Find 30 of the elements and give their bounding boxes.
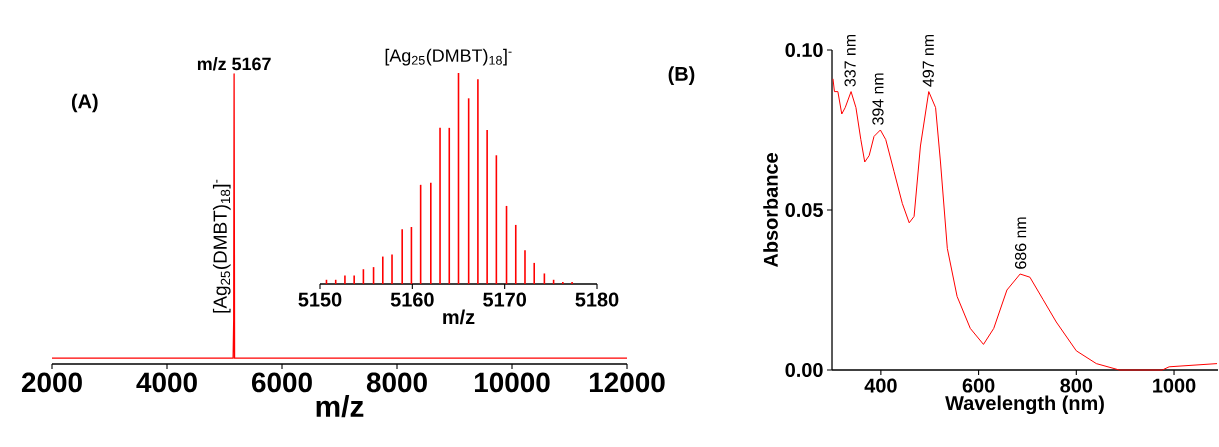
x-tick-label: 5180 <box>575 292 619 307</box>
x-tick-label: 800 <box>1060 378 1093 393</box>
x-tick-label: 400 <box>864 378 897 393</box>
x-tick-label: 5160 <box>390 292 434 307</box>
x-tick-label: 1000 <box>1153 378 1196 393</box>
x-tick-label: 12000 <box>589 372 665 393</box>
x-tick-label: 5170 <box>483 292 527 307</box>
x-tick-label: 5150 <box>298 292 342 307</box>
annotation: 337 nm <box>844 34 856 87</box>
annotation: [Ag$_{25}$(DMBT)$_{18}$]$^{-}$ <box>212 179 231 313</box>
text: (B) <box>668 66 695 85</box>
annotation: 686 nm <box>1014 217 1027 269</box>
annotation: m/z 5167 <box>197 57 271 71</box>
x-tick-label: 600 <box>962 378 995 393</box>
x-tick-label: 10000 <box>474 372 550 393</box>
x-tick-label: 6000 <box>251 372 312 393</box>
x-tick-label: 2000 <box>21 372 82 393</box>
y-tick-label: 0.05 <box>785 202 823 218</box>
y-axis-title: Absorbance <box>763 153 778 268</box>
annotation: 497 nm <box>922 34 934 87</box>
x-axis-title: m/z <box>316 395 364 418</box>
y-tick-label: 0.00 <box>785 362 823 378</box>
y-tick-label: 0.10 <box>785 42 823 58</box>
annotation: (A) <box>71 93 98 113</box>
chart-title: [Ag$_{25}$(DMBT)$_{18}$]$^{-}$ <box>385 48 512 66</box>
x-tick-label: 4000 <box>136 372 197 393</box>
x-axis-title: m/z <box>443 309 475 325</box>
x-axis-title: Wavelength (nm) <box>945 395 1104 415</box>
x-tick-label: 8000 <box>366 372 427 393</box>
annotation: 394 nm <box>872 73 884 125</box>
